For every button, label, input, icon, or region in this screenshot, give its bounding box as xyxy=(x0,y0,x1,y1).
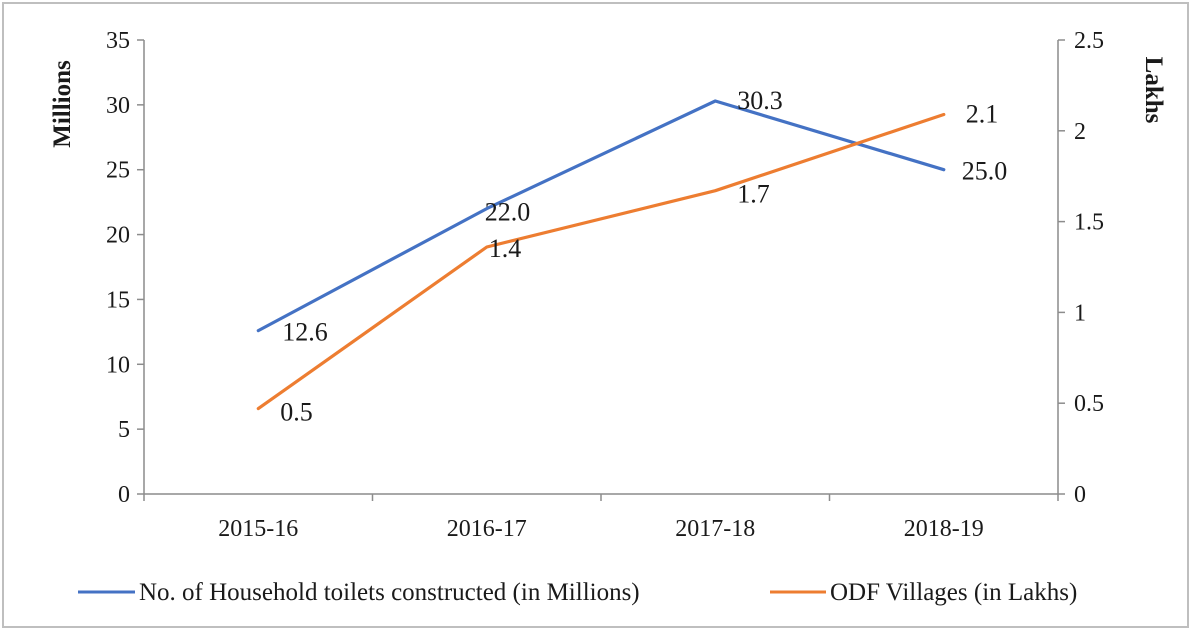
right-axis-title: Lakhs xyxy=(1140,57,1167,124)
data-label-odf: 1.7 xyxy=(737,180,770,209)
x-tick-label: 2015-16 xyxy=(218,516,298,542)
right-tick-label: 0 xyxy=(1074,482,1086,508)
right-tick-label: 1.5 xyxy=(1074,210,1104,236)
left-tick-label: 20 xyxy=(106,223,130,249)
x-tick-label: 2017-18 xyxy=(675,516,755,542)
data-label-odf: 1.4 xyxy=(489,234,522,263)
left-axis-title: Millions xyxy=(49,60,76,148)
series-line-toilets xyxy=(256,99,946,333)
x-tick-label: 2016-17 xyxy=(447,516,527,542)
series-lines xyxy=(256,99,946,411)
right-axis-ticks: 0 0.5 1 1.5 2 2.5 xyxy=(1058,28,1104,508)
legend: No. of Household toilets constructed (in… xyxy=(78,579,1077,606)
legend-label-toilets: No. of Household toilets constructed (in… xyxy=(139,579,640,606)
left-tick-label: 25 xyxy=(106,158,130,184)
legend-label-odf: ODF Villages (in Lakhs) xyxy=(830,579,1077,606)
data-label-toilets: 30.3 xyxy=(737,86,783,115)
right-tick-label: 0.5 xyxy=(1074,391,1104,417)
data-labels: 12.6 22.0 30.3 25.0 0.5 1.4 1.7 2.1 xyxy=(280,86,1007,427)
data-label-odf: 2.1 xyxy=(966,99,999,128)
chart-axes xyxy=(143,40,1059,501)
series-line-odf xyxy=(256,112,946,411)
left-axis-ticks: 0 5 10 15 20 25 30 35 xyxy=(106,28,144,508)
data-label-odf: 0.5 xyxy=(280,398,313,427)
left-tick-label: 15 xyxy=(106,287,130,313)
data-label-toilets: 25.0 xyxy=(962,157,1008,186)
data-label-toilets: 22.0 xyxy=(485,198,531,227)
left-tick-label: 10 xyxy=(106,352,130,378)
x-tick-label: 2018-19 xyxy=(904,516,984,542)
x-axis-ticks: 2015-16 2016-17 2017-18 2018-19 xyxy=(218,516,984,542)
data-label-toilets: 12.6 xyxy=(282,318,328,347)
right-tick-label: 1 xyxy=(1074,300,1086,326)
left-tick-label: 5 xyxy=(118,417,130,443)
right-tick-label: 2 xyxy=(1074,119,1086,145)
left-tick-label: 0 xyxy=(118,482,130,508)
left-tick-label: 30 xyxy=(106,93,130,119)
left-tick-label: 35 xyxy=(106,28,130,54)
right-tick-label: 2.5 xyxy=(1074,28,1104,54)
